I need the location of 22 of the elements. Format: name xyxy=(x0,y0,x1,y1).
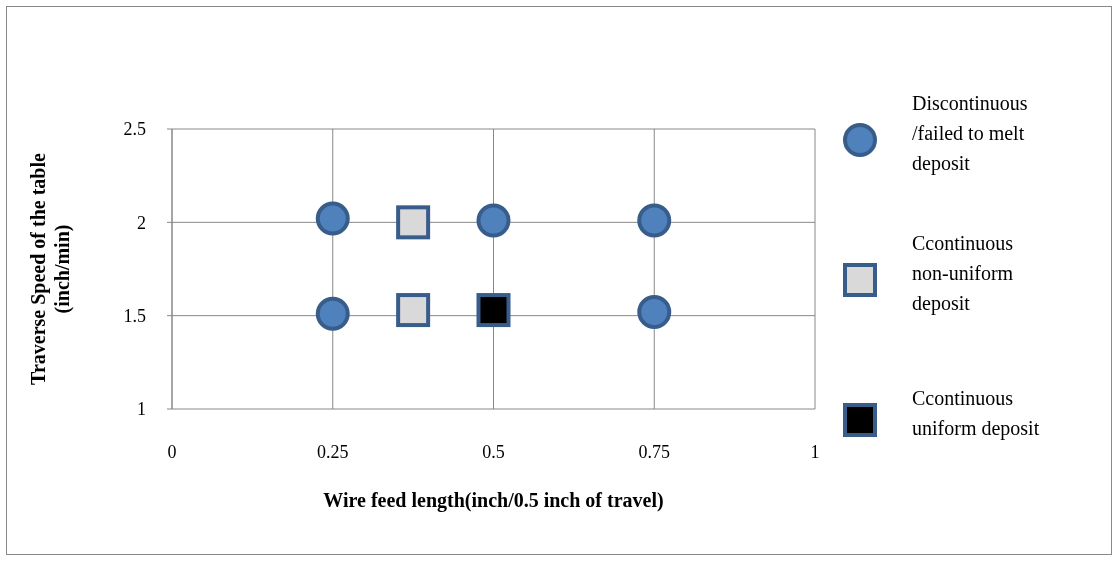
point xyxy=(315,201,350,236)
y-tick-label: 2.5 xyxy=(123,119,146,140)
point xyxy=(476,203,511,238)
legend-label: Ccontinuous non-uniform deposit xyxy=(912,232,1014,315)
legend-label: Discontinuous /failed to melt deposit xyxy=(912,92,1028,175)
x-tick-label: 0 xyxy=(167,442,177,462)
y-tick-label: 1 xyxy=(137,399,146,420)
point xyxy=(315,296,350,331)
legend-label: Ccontinuous uniform deposit xyxy=(912,387,1040,440)
point xyxy=(637,203,672,238)
x-tick-label: 0.25 xyxy=(317,442,349,462)
point xyxy=(396,293,431,328)
y-tick-label: 1.5 xyxy=(123,305,146,326)
point xyxy=(637,294,672,329)
x-tick-label: 0.5 xyxy=(482,442,505,462)
y-tick-label: 2 xyxy=(137,212,146,233)
point xyxy=(476,293,511,328)
x-tick-label: 1 xyxy=(810,442,820,462)
x-tick-label: 0.75 xyxy=(638,442,670,462)
x-axis-title: Wire feed length(inch/0.5 inch of travel) xyxy=(323,489,664,512)
y-axis-title: Traverse Speed of the table (inch/min) xyxy=(27,152,74,385)
point xyxy=(396,205,431,240)
